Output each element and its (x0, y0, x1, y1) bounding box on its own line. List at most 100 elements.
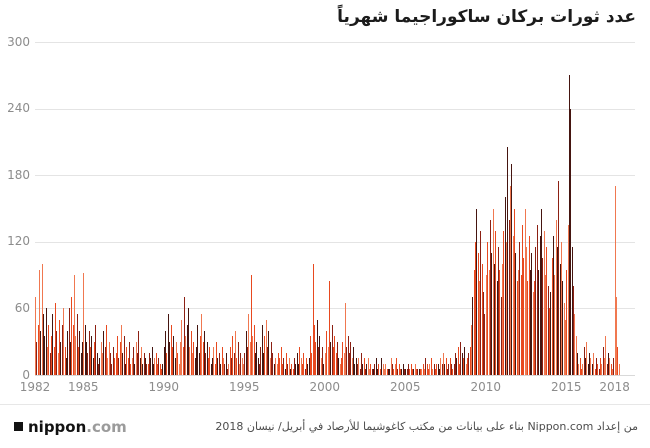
bar (438, 369, 440, 375)
bar (232, 336, 234, 375)
bar (344, 302, 346, 376)
bar (518, 269, 520, 375)
bar (304, 369, 306, 375)
bar (136, 352, 138, 375)
bar (36, 341, 38, 375)
bar (495, 230, 497, 375)
bar (214, 363, 216, 375)
bar (92, 358, 94, 376)
bar (515, 252, 517, 375)
bar (43, 313, 45, 375)
bar (123, 336, 125, 375)
bar (543, 230, 545, 375)
bar (420, 369, 422, 375)
bar (424, 369, 426, 375)
bar (507, 147, 509, 375)
bar (387, 369, 389, 375)
bar (583, 347, 585, 376)
bar (569, 75, 570, 375)
bar (202, 341, 204, 375)
bar (552, 236, 554, 376)
bar (586, 341, 588, 375)
bar (579, 358, 581, 376)
bar (314, 325, 316, 375)
bar (77, 347, 79, 376)
bar (170, 325, 172, 375)
bar (204, 330, 206, 375)
bar (516, 280, 518, 375)
bar (505, 241, 507, 375)
gridline (35, 108, 635, 110)
bar (493, 264, 495, 375)
bar (408, 363, 409, 375)
bar (67, 330, 69, 375)
bar (255, 352, 257, 375)
bar (574, 313, 576, 375)
bar (179, 341, 181, 375)
bar (532, 291, 534, 376)
bar (469, 347, 471, 376)
bar (499, 269, 501, 375)
bar (591, 363, 593, 375)
bar (587, 363, 589, 375)
bar (193, 341, 195, 375)
bar (185, 336, 187, 375)
bar (618, 363, 620, 375)
bar (617, 347, 619, 376)
bar (201, 313, 203, 375)
bar (428, 369, 430, 375)
bar (49, 352, 51, 375)
bar (554, 275, 556, 375)
bar (154, 358, 156, 376)
bar (81, 341, 83, 375)
bar (206, 341, 208, 375)
bar (437, 363, 439, 375)
bar (213, 347, 215, 376)
bar (422, 363, 424, 375)
bar (147, 363, 149, 375)
bar (181, 319, 183, 375)
bar (456, 358, 458, 376)
bar (142, 363, 144, 375)
bar (573, 286, 575, 375)
bar (230, 358, 232, 376)
bar (48, 325, 50, 375)
bar (41, 264, 43, 375)
bar (241, 358, 243, 376)
bar (406, 369, 408, 375)
bar (242, 363, 244, 375)
bar (228, 363, 230, 375)
source-credit: من إعداد Nippon.com بناء على بيانات من م… (215, 419, 638, 433)
bar (546, 247, 548, 375)
bar (118, 358, 120, 376)
bar (268, 330, 270, 375)
bar (283, 358, 285, 376)
bar (538, 269, 540, 375)
bar (131, 358, 133, 376)
bar (519, 241, 521, 375)
bar (405, 369, 407, 375)
bar (63, 308, 65, 375)
bar (150, 358, 152, 376)
bar (169, 341, 171, 375)
bar (234, 330, 236, 375)
bar (112, 347, 114, 376)
bar (375, 358, 377, 376)
bar (162, 363, 164, 375)
bar (134, 363, 136, 375)
x-tick-label: 1985 (68, 380, 99, 394)
nippon-logo[interactable]: nippon.com (14, 418, 127, 436)
x-tick-label: 1982 (19, 380, 51, 394)
bar (595, 358, 597, 376)
x-tick-label: 1990 (148, 380, 180, 394)
x-tick-label: 1995 (229, 380, 260, 394)
bar (374, 363, 376, 375)
bar (107, 358, 109, 376)
bar (409, 369, 411, 375)
bar (496, 280, 498, 375)
bar (198, 352, 200, 375)
bar (161, 369, 163, 375)
bar (342, 341, 344, 375)
bar (312, 264, 314, 375)
